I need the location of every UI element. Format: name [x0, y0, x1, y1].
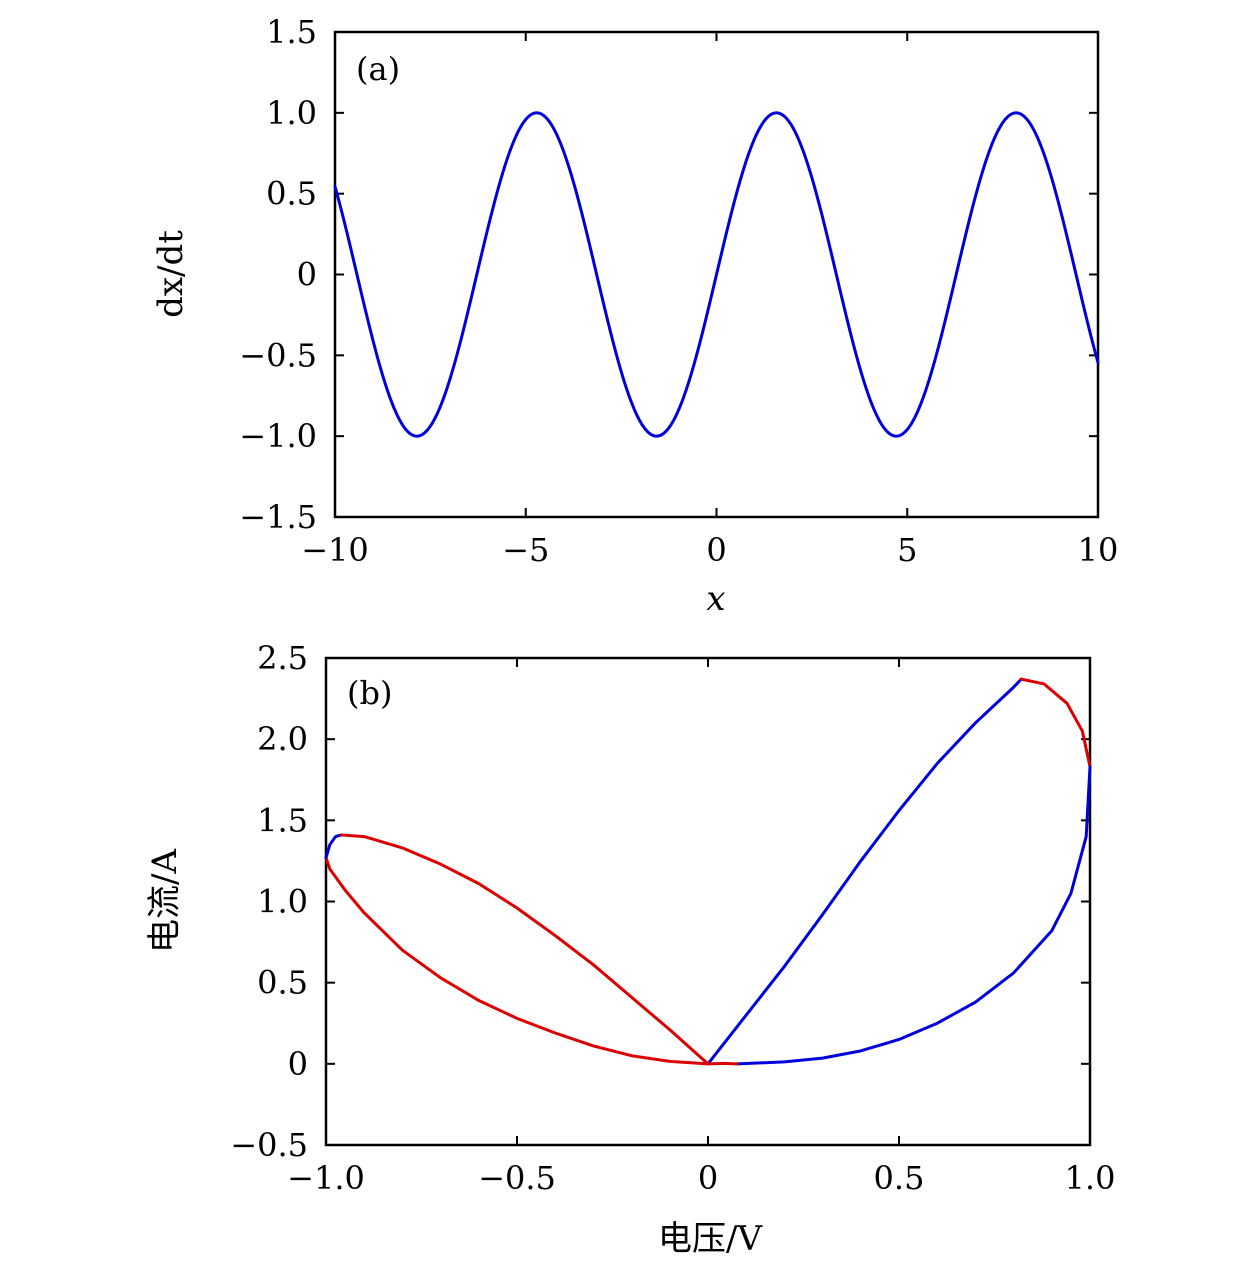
y-tick-label: 2.5 [257, 639, 308, 677]
y-tick-label: −1.5 [239, 498, 317, 536]
series-line-5 [339, 833, 710, 1066]
panel-b-label: (b) [347, 674, 392, 712]
series-line-3 [324, 856, 739, 1066]
x-tick-label: −0.5 [478, 1159, 556, 1197]
y-tick-label: 1.0 [257, 883, 308, 921]
x-tick-label: 10 [1078, 531, 1119, 569]
series-line-1 [1019, 677, 1092, 769]
panel-b: −1.0 −0.5 0 0.5 1.0−0.500.51.01.52.02.5 (b) … [145, 639, 1115, 1259]
x-tick-label: 0.5 [874, 1159, 925, 1197]
panel-a-ylabel: dx/dt [151, 230, 191, 318]
panel-a-xlabel: x [706, 579, 725, 619]
x-tick-label: −1.0 [287, 1159, 365, 1197]
y-tick-label: 1.0 [266, 94, 317, 132]
y-tick-label: −1.0 [239, 417, 317, 455]
x-tick-label: 0 [698, 1159, 718, 1197]
panel-b-ticks: −1.0 −0.5 0 0.5 1.0−0.500.51.01.52.02.5 [230, 639, 1115, 1197]
y-tick-label: 0.5 [257, 964, 308, 1002]
panel-a: −10 −5 0 5 10 −1.5 −1.0 −0.5 0 0.5 1.0 1.5 (a) x dx… [151, 13, 1118, 619]
x-tick-label: 1.0 [1065, 1159, 1116, 1197]
panel-b-series [324, 677, 1092, 1066]
x-tick-label: 5 [897, 531, 917, 569]
y-tick-label: 0 [297, 256, 317, 294]
series-line-0 [706, 677, 1023, 1066]
panel-b-frame [324, 656, 1092, 1147]
y-tick-label: −0.5 [230, 1126, 308, 1164]
panel-b-ylabel: 电流/A [145, 849, 185, 953]
y-tick-label: 0 [288, 1045, 308, 1083]
panel-a-ticks: −10 −5 0 5 10 −1.5 −1.0 −0.5 0 0.5 1.0 1.5 [239, 13, 1118, 569]
series-line-0 [333, 111, 1100, 438]
x-tick-label: 0 [706, 531, 726, 569]
panel-b-xlabel: 电压/V [658, 1219, 763, 1259]
y-tick-label: 1.5 [257, 801, 308, 839]
panel-a-label: (a) [356, 50, 400, 88]
y-tick-label: −0.5 [239, 336, 317, 374]
series-line-2 [735, 765, 1092, 1066]
y-tick-label: 1.5 [266, 13, 317, 51]
x-tick-label: −10 [301, 531, 369, 569]
series-line-4 [324, 833, 343, 860]
x-tick-label: −5 [502, 531, 549, 569]
y-tick-label: 0.5 [266, 175, 317, 213]
y-tick-label: 2.0 [257, 720, 308, 758]
panel-a-series [333, 111, 1100, 438]
